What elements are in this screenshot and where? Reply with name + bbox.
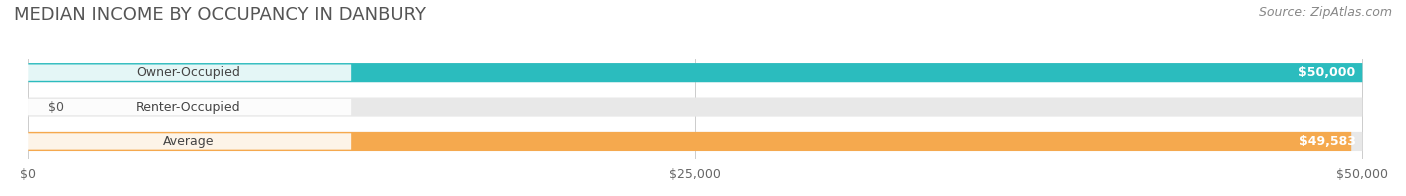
Text: $49,583: $49,583 xyxy=(1299,135,1355,148)
FancyBboxPatch shape xyxy=(28,132,1351,151)
FancyBboxPatch shape xyxy=(24,99,351,115)
Text: Owner-Occupied: Owner-Occupied xyxy=(136,66,240,79)
Text: MEDIAN INCOME BY OCCUPANCY IN DANBURY: MEDIAN INCOME BY OCCUPANCY IN DANBURY xyxy=(14,6,426,24)
FancyBboxPatch shape xyxy=(28,132,1362,151)
FancyBboxPatch shape xyxy=(28,97,1362,117)
Text: Source: ZipAtlas.com: Source: ZipAtlas.com xyxy=(1258,6,1392,19)
Text: Average: Average xyxy=(163,135,214,148)
Text: $50,000: $50,000 xyxy=(1298,66,1355,79)
FancyBboxPatch shape xyxy=(28,63,1362,82)
Text: $0: $0 xyxy=(48,101,65,113)
FancyBboxPatch shape xyxy=(28,63,1362,82)
FancyBboxPatch shape xyxy=(24,64,351,81)
FancyBboxPatch shape xyxy=(24,133,351,150)
Text: Renter-Occupied: Renter-Occupied xyxy=(136,101,240,113)
